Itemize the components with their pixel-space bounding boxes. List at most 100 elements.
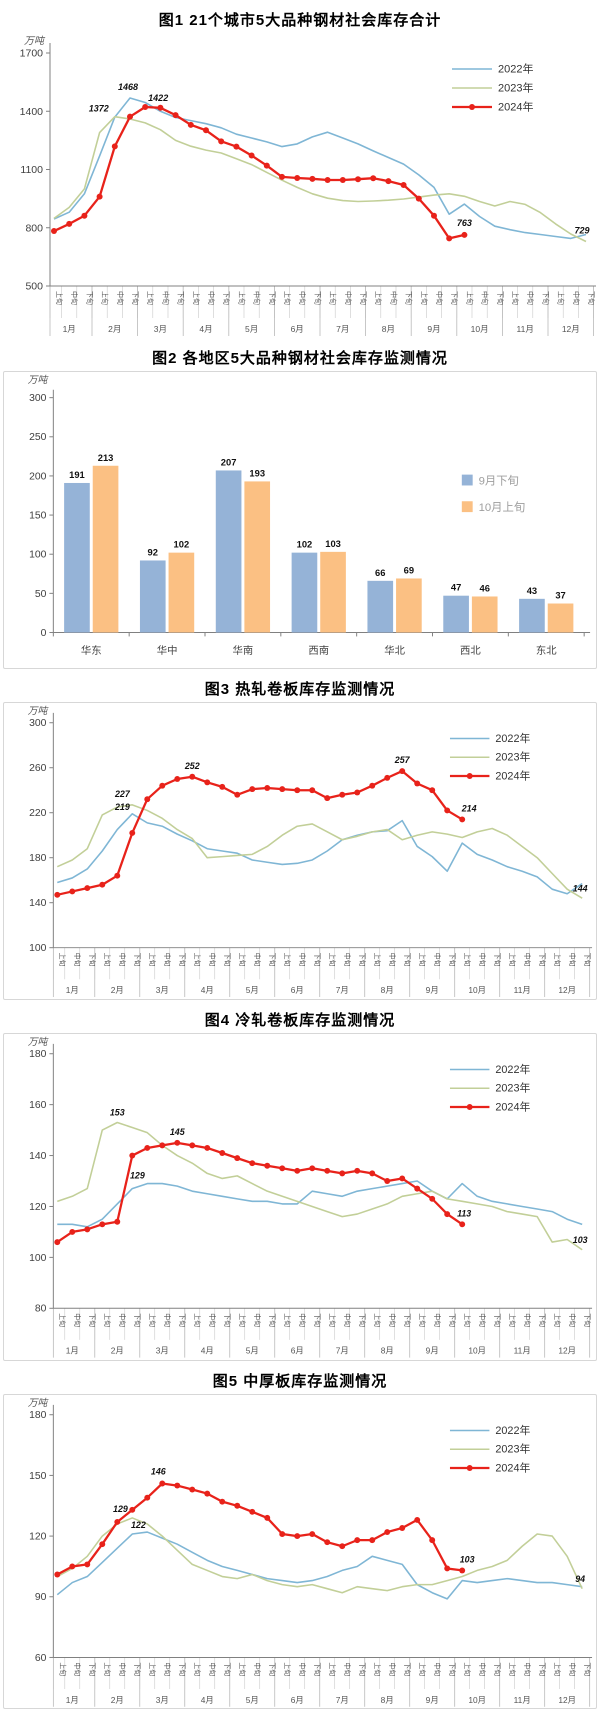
svg-text:5月: 5月 [246,1346,259,1356]
svg-text:140: 140 [29,898,47,909]
svg-text:102: 102 [174,540,190,550]
svg-text:下旬: 下旬 [493,953,502,967]
svg-text:300: 300 [29,393,47,404]
svg-text:中旬: 中旬 [478,1313,487,1327]
svg-text:94: 94 [575,1573,585,1583]
svg-text:7月: 7月 [336,324,349,334]
svg-text:中旬: 中旬 [478,1662,487,1676]
svg-text:103: 103 [325,539,341,549]
svg-text:华东: 华东 [81,644,102,657]
svg-text:中旬: 中旬 [298,1313,307,1327]
svg-text:下旬: 下旬 [583,1313,592,1327]
svg-text:下旬: 下旬 [223,953,232,967]
svg-text:下旬: 下旬 [538,1662,547,1676]
svg-text:100: 100 [29,1253,47,1264]
svg-text:2024年: 2024年 [495,768,530,782]
svg-text:219: 219 [114,802,130,812]
svg-text:763: 763 [457,218,472,228]
svg-text:11月: 11月 [517,324,534,334]
svg-text:129: 129 [113,1504,128,1514]
svg-text:7月: 7月 [336,1694,349,1704]
svg-text:2023年: 2023年 [495,750,530,764]
svg-text:260: 260 [29,763,47,774]
svg-text:729: 729 [574,226,589,236]
svg-text:3月: 3月 [156,985,169,995]
svg-text:万吨: 万吨 [28,705,50,717]
svg-text:2024年: 2024年 [495,1460,530,1474]
svg-text:下旬: 下旬 [583,1662,592,1676]
svg-text:下旬: 下旬 [403,1662,412,1676]
svg-text:中旬: 中旬 [118,1313,127,1327]
svg-text:129: 129 [130,1171,145,1181]
svg-text:华北: 华北 [384,644,405,657]
svg-text:6月: 6月 [291,1694,304,1704]
figure3-title: 图3 热轧卷板库存监测情况 [204,681,396,698]
svg-text:4月: 4月 [201,1346,214,1356]
svg-text:下旬: 下旬 [583,953,592,967]
svg-text:8月: 8月 [381,1346,394,1356]
svg-text:中旬: 中旬 [526,291,535,305]
svg-text:下旬: 下旬 [223,1662,232,1676]
figure2-section: 图2 各地区5大品种钢材社会库存监测情况 0 50 100 150 200 250 300 万… [0,347,600,669]
svg-text:下旬: 下旬 [268,1313,277,1327]
svg-text:上旬: 上旬 [148,1313,157,1327]
svg-text:11月: 11月 [514,1694,531,1704]
svg-text:下旬: 下旬 [88,1313,97,1327]
svg-text:2月: 2月 [111,1694,124,1704]
figure2-title: 图2 各地区5大品种钢材社会库存监测情况 [152,350,448,367]
svg-text:中旬: 中旬 [568,1662,577,1676]
svg-text:4月: 4月 [201,985,214,995]
svg-text:上旬: 上旬 [553,1313,562,1327]
svg-text:中旬: 中旬 [343,1313,352,1327]
svg-text:12月: 12月 [558,1346,576,1356]
svg-text:中旬: 中旬 [568,1313,577,1327]
svg-text:下旬: 下旬 [587,291,596,305]
svg-text:上旬: 上旬 [553,1662,562,1676]
svg-text:250: 250 [29,432,47,443]
svg-text:上旬: 上旬 [557,291,566,305]
svg-text:下旬: 下旬 [268,291,277,305]
svg-text:下旬: 下旬 [85,291,94,305]
svg-text:上旬: 上旬 [511,291,520,305]
svg-text:9月下旬: 9月下旬 [479,474,519,487]
svg-text:10月上旬: 10月上旬 [479,501,526,514]
svg-text:下旬: 下旬 [405,291,414,305]
svg-text:下旬: 下旬 [88,953,97,967]
svg-text:中旬: 中旬 [208,953,217,967]
svg-text:上旬: 上旬 [465,291,474,305]
svg-text:2024年: 2024年 [495,1099,530,1113]
svg-text:2022年: 2022年 [495,1423,530,1437]
svg-text:下旬: 下旬 [450,291,459,305]
svg-text:下旬: 下旬 [538,1313,547,1327]
svg-text:5月: 5月 [246,985,259,995]
figure1-title: 图1 21个城市5大品种钢材社会库存合计 [158,12,442,29]
svg-text:下旬: 下旬 [133,1662,142,1676]
svg-text:下旬: 下旬 [313,1662,322,1676]
svg-text:中旬: 中旬 [572,291,581,305]
svg-text:上旬: 上旬 [328,1313,337,1327]
svg-text:中旬: 中旬 [163,953,172,967]
svg-text:华南: 华南 [233,644,254,657]
svg-text:中旬: 中旬 [568,953,577,967]
svg-text:上旬: 上旬 [420,291,429,305]
svg-text:10月: 10月 [468,1694,486,1704]
svg-text:1月: 1月 [66,985,79,995]
svg-text:6月: 6月 [291,324,304,334]
svg-text:中旬: 中旬 [388,953,397,967]
svg-text:9月: 9月 [426,985,439,995]
svg-text:中旬: 中旬 [116,291,125,305]
svg-text:上旬: 上旬 [373,1662,382,1676]
svg-text:8月: 8月 [381,1694,394,1704]
svg-text:下旬: 下旬 [313,953,322,967]
svg-text:东北: 东北 [536,644,557,657]
svg-text:1月: 1月 [66,1346,79,1356]
svg-text:中旬: 中旬 [161,291,170,305]
svg-text:上旬: 上旬 [238,1313,247,1327]
svg-text:12月: 12月 [558,985,576,995]
svg-text:9月: 9月 [426,1346,439,1356]
svg-text:800: 800 [25,222,43,234]
svg-text:140: 140 [29,1151,47,1162]
svg-text:144: 144 [573,883,588,893]
svg-text:下旬: 下旬 [88,1662,97,1676]
svg-text:下旬: 下旬 [448,953,457,967]
